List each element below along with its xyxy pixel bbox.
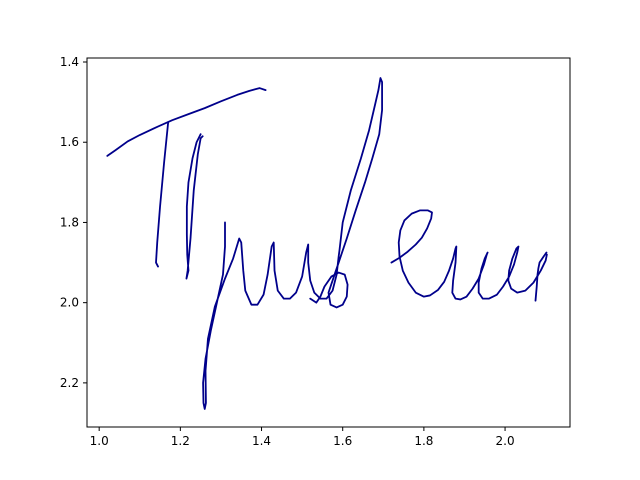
series-line-stroke-4	[202, 77, 383, 410]
series-line-stroke-5	[390, 209, 548, 301]
y-tick-label: 1.4	[60, 55, 79, 69]
axes-frame	[86, 57, 571, 428]
x-tick-label: 1.8	[414, 434, 433, 448]
y-tick-label: 1.8	[60, 215, 79, 229]
series-line-stroke-3	[185, 133, 204, 280]
x-tick-label: 1.4	[252, 434, 271, 448]
y-tick-label: 1.6	[60, 135, 79, 149]
x-tick-label: 2.0	[496, 434, 515, 448]
y-tick-label: 2.2	[60, 376, 79, 390]
x-tick-label: 1.0	[90, 434, 109, 448]
y-tick-label: 2.0	[60, 296, 79, 310]
series-line-stroke-2	[155, 121, 170, 268]
axes-layer: 1.0 1.2 1.4 1.6 1.8 2.0 1.4 1.6 1.8 2.0 2.2	[60, 55, 571, 448]
x-tick-label: 1.2	[171, 434, 190, 448]
x-tick-label: 1.6	[333, 434, 352, 448]
series-line-stroke-1	[106, 87, 267, 157]
series-layer	[106, 77, 548, 410]
series-line-stroke-6	[534, 251, 548, 302]
